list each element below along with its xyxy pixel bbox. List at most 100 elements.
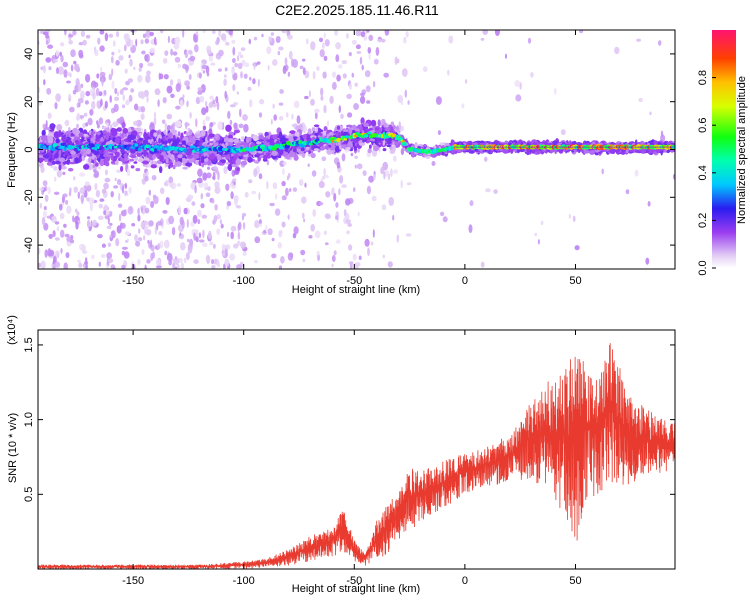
spectrum-dot [58, 164, 62, 171]
noise-dot [286, 175, 290, 181]
noise-dot [278, 115, 284, 121]
noise-dot [231, 179, 236, 183]
noise-dot [318, 181, 325, 189]
noise-dot [242, 212, 247, 217]
noise-dot [45, 30, 51, 33]
noise-dot [47, 112, 52, 120]
noise-dot [124, 209, 127, 214]
noise-dot [405, 233, 412, 237]
noise-dot [354, 262, 361, 267]
noise-dot [121, 250, 126, 256]
noise-dot [139, 62, 144, 69]
noise-dot [107, 216, 110, 225]
spectrum-dot [258, 134, 264, 141]
spectrum-dot [277, 155, 282, 159]
noise-dot [132, 30, 137, 33]
spectrum-dot [180, 139, 183, 143]
noise-dot [140, 39, 144, 45]
noise-dot [270, 118, 273, 125]
noise-dot [380, 38, 386, 43]
noise-dot [85, 263, 88, 269]
noise-dot [505, 53, 507, 59]
noise-dot [225, 183, 230, 191]
noise-dot [435, 96, 442, 105]
noise-dot [177, 63, 181, 69]
noise-dot [282, 168, 285, 175]
noise-dot [166, 85, 173, 94]
noise-dot [165, 179, 169, 187]
noise-dot [84, 100, 89, 105]
noise-dot [153, 111, 157, 119]
noise-dot [254, 236, 261, 244]
noise-dot [323, 230, 327, 235]
noise-dot [224, 258, 230, 267]
noise-dot [214, 258, 217, 265]
noise-dot [240, 71, 243, 79]
noise-dot [156, 258, 161, 266]
noise-dot [360, 31, 366, 38]
noise-dot [176, 183, 182, 187]
noise-dot [279, 230, 283, 235]
noise-dot [232, 68, 235, 75]
noise-dot [579, 30, 584, 34]
noise-dot [47, 186, 51, 195]
noise-dot [116, 118, 122, 124]
noise-dot [211, 265, 216, 269]
noise-dot [107, 242, 111, 247]
noise-dot [354, 155, 358, 159]
spectrum-dot [217, 161, 223, 166]
noise-dot [312, 71, 316, 80]
spectrum-dot [169, 162, 174, 168]
noise-dot [168, 215, 175, 225]
noise-dot [338, 188, 341, 196]
noise-dot [184, 80, 191, 87]
noise-dot [219, 219, 223, 224]
noise-dot [242, 222, 246, 230]
noise-dot [236, 240, 241, 246]
noise-dot [179, 216, 184, 226]
noise-dot [323, 104, 327, 114]
noise-dot [236, 264, 242, 269]
noise-dot [43, 79, 46, 86]
noise-dot [127, 78, 134, 83]
noise-dot [60, 247, 63, 254]
noise-dot [291, 113, 294, 120]
noise-dot [353, 103, 359, 110]
spectrum-dot [116, 127, 122, 132]
noise-dot [116, 225, 122, 234]
noise-dot [266, 181, 269, 190]
noise-dot [322, 175, 325, 180]
spectrum-dot [81, 155, 85, 162]
noise-dot [406, 182, 412, 186]
noise-dot [296, 115, 301, 124]
spectrum-dot [129, 158, 135, 162]
noise-dot [60, 54, 64, 63]
noise-dot [367, 148, 372, 154]
noise-dot [115, 238, 120, 247]
noise-dot [447, 69, 450, 76]
noise-dot [292, 187, 298, 192]
noise-dot [310, 98, 315, 106]
noise-dot [169, 79, 174, 86]
spectrum-dot [392, 144, 396, 152]
noise-dot [137, 237, 143, 242]
spectrum-dot [334, 145, 340, 153]
noise-dot [108, 73, 113, 81]
noise-dot [165, 197, 170, 205]
noise-dot [109, 222, 113, 226]
noise-dot [179, 99, 184, 107]
noise-dot [42, 123, 46, 129]
noise-dot [38, 86, 41, 94]
noise-dot [164, 50, 169, 56]
noise-dot [335, 202, 339, 208]
spectrum-dot [148, 153, 153, 160]
noise-dot [111, 230, 116, 239]
noise-dot [43, 64, 46, 74]
noise-dot [254, 220, 260, 229]
spectrum-dot [330, 144, 336, 150]
noise-dot [144, 264, 147, 269]
noise-dot [92, 91, 96, 101]
noise-dot [179, 232, 182, 237]
noise-dot [253, 61, 256, 71]
noise-dot [124, 231, 131, 236]
